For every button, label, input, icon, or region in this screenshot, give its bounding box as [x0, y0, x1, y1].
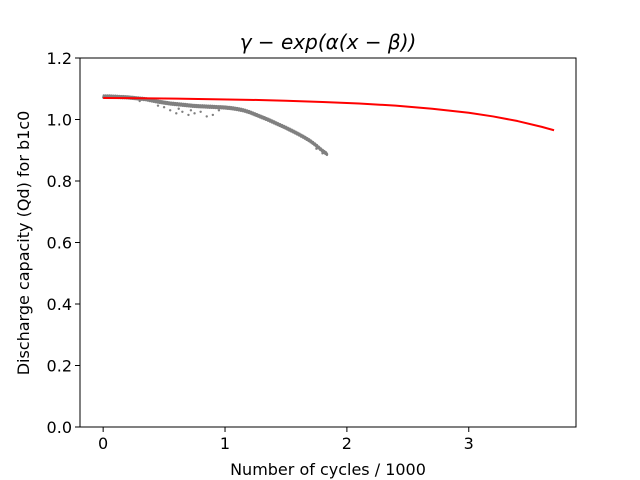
data-point — [156, 104, 160, 107]
y-tick-label: 0.8 — [47, 172, 72, 191]
data-point — [321, 152, 324, 155]
y-tick-label: 0.4 — [47, 295, 72, 314]
data-point — [189, 109, 193, 112]
data-point — [168, 109, 172, 112]
plot-area — [102, 94, 555, 157]
x-tick-label: 0 — [98, 434, 108, 453]
y-axis-label: Discharge capacity (Qd) for b1c0 — [14, 111, 33, 376]
y-tick-label: 0.6 — [47, 234, 72, 253]
data-point — [187, 113, 190, 117]
series-fit-line — [103, 96, 555, 132]
data-point — [211, 113, 215, 117]
data-point — [162, 106, 166, 109]
x-tick-label: 3 — [464, 434, 474, 453]
data-point — [217, 109, 221, 112]
plot-series — [102, 94, 555, 157]
data-point — [138, 99, 141, 103]
x-axis-label: Number of cycles / 1000 — [230, 460, 426, 479]
data-point — [175, 112, 178, 115]
data-point — [177, 107, 180, 110]
data-point — [326, 152, 329, 156]
axes: 0 1 2 3 0.0 0.2 0.4 0.6 0.8 1.0 1.2 — [47, 49, 577, 453]
y-tick-label: 0.2 — [47, 357, 72, 376]
y-tick-label: 0.0 — [47, 418, 72, 437]
data-point — [205, 115, 208, 118]
data-point — [181, 110, 184, 114]
chart-title: γ − exp(α(x − β)) — [240, 30, 417, 54]
data-point — [315, 147, 318, 150]
x-tick-label: 2 — [342, 434, 352, 453]
y-tick-label: 1.0 — [47, 111, 72, 130]
data-point — [193, 112, 196, 115]
x-tick-label: 1 — [220, 434, 230, 453]
data-point — [199, 110, 202, 114]
y-tick-label: 1.2 — [47, 49, 72, 68]
